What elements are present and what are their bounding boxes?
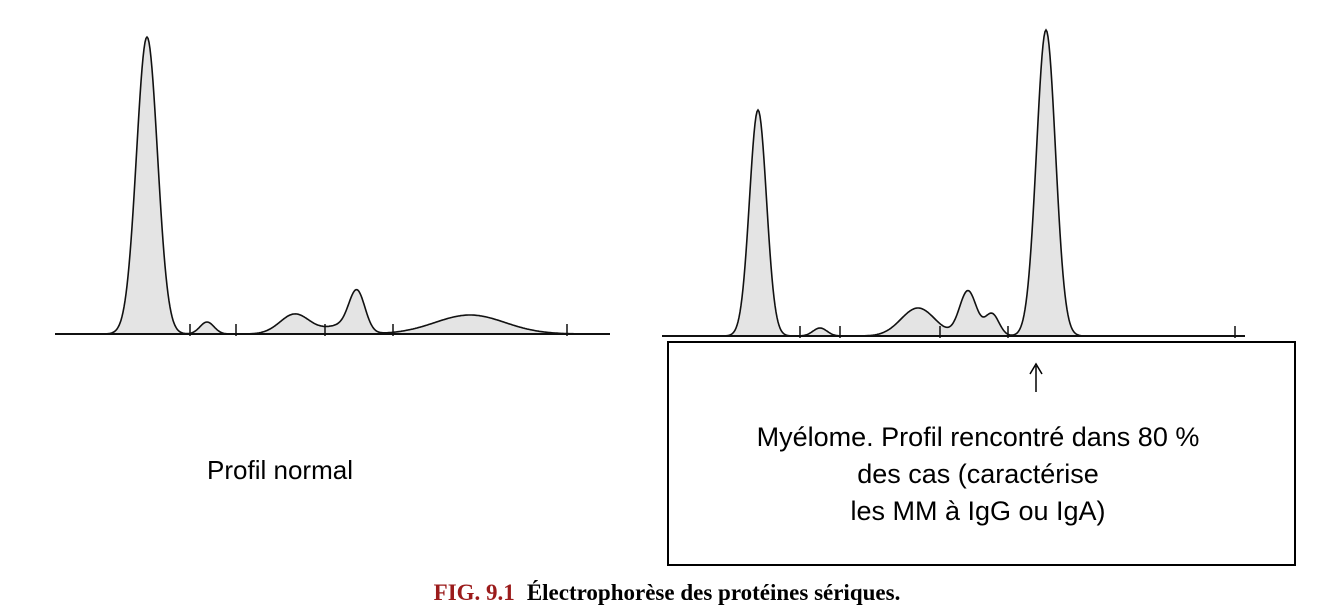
caption-number: FIG. 9.1 bbox=[434, 580, 515, 605]
arrow-head bbox=[1029, 362, 1043, 375]
annotation-box bbox=[667, 341, 1296, 566]
box-line: Myélome. Profil rencontré dans 80 % bbox=[757, 422, 1200, 452]
profile-area bbox=[55, 35, 610, 335]
left-label: Profil normal bbox=[207, 455, 353, 485]
box-line: des cas (caractérise bbox=[857, 459, 1099, 489]
profile-area bbox=[662, 28, 1245, 337]
box-line: les MM à IgG ou IgA) bbox=[850, 496, 1105, 526]
curves bbox=[55, 28, 1245, 338]
caption-text: Électrophorèse des protéines sériques. bbox=[527, 580, 901, 605]
caption: FIG. 9.1 Électrophorèse des protéines sér… bbox=[434, 580, 901, 605]
